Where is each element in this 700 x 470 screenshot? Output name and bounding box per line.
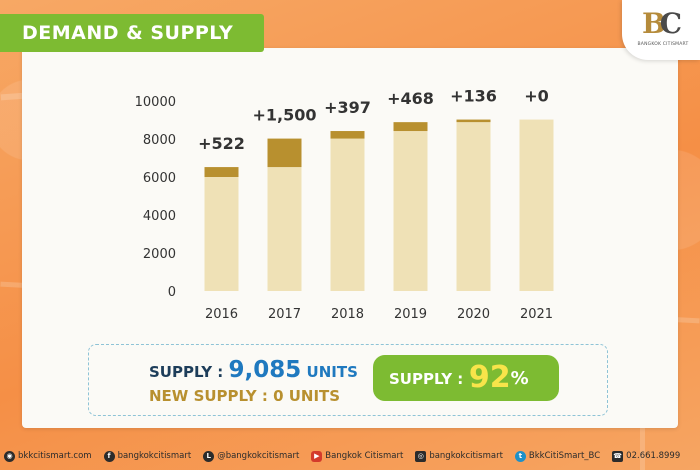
x-tick-label: 2020	[457, 307, 490, 322]
supply-label: SUPPLY :	[149, 363, 224, 381]
bar-data-label: +1,500	[252, 106, 316, 125]
bar-new-supply	[267, 138, 302, 168]
y-tick-label: 10000	[135, 95, 176, 110]
bar-existing-supply	[393, 131, 428, 291]
footer-item[interactable]: ◉ bkkcitismart.com	[4, 450, 92, 462]
supply-line: SUPPLY : 9,085 UNITS	[149, 357, 358, 383]
footer-item[interactable]: ◎ bangkokcitismart	[415, 450, 503, 462]
x-tick-label: 2017	[268, 307, 301, 322]
stacked-bar-chart: 0 2000 4000 6000 8000 10000 +522 2016 +1,500 2017…	[135, 87, 554, 322]
bar-data-label: +522	[198, 134, 245, 153]
bar-new-supply	[204, 167, 239, 177]
x-tick-label: 2018	[331, 307, 364, 322]
phone-icon: ☎	[612, 450, 624, 462]
line-icon: L	[203, 450, 215, 462]
footer-item-text: @bangkokcitismart	[217, 451, 300, 461]
globe-icon: ◉	[4, 450, 15, 462]
footer-contacts: ◉ bkkcitismart.com f bangkokcitismart L @bang…	[0, 442, 700, 470]
y-tick-label: 4000	[143, 209, 176, 224]
page-title: DEMAND & SUPPLY	[0, 14, 264, 52]
bar-new-supply	[393, 122, 428, 132]
bar-data-label: +397	[324, 98, 371, 117]
logo: BC BANGKOK CITISMART	[622, 0, 700, 60]
supply-percent-value: 92	[468, 360, 511, 395]
footer-item-text: bangkokcitismart	[117, 451, 192, 461]
supply-units: UNITS	[306, 363, 358, 381]
footer-item-text: Bangkok Citismart	[325, 451, 404, 461]
bar-data-label: +136	[450, 87, 497, 106]
percent-sign: %	[510, 368, 529, 389]
summary-box: SUPPLY : 9,085 UNITS NEW SUPPLY : 0 UNIT…	[88, 344, 608, 416]
x-tick-label: 2019	[394, 307, 427, 322]
supply-value: 9,085	[228, 357, 302, 383]
footer-item[interactable]: t BkkCitiSmart_BC	[514, 450, 601, 462]
y-tick-label: 8000	[143, 133, 176, 148]
bar-data-label: +468	[387, 89, 434, 108]
bar-existing-supply	[330, 138, 365, 291]
footer-item[interactable]: ▶ Bangkok Citismart	[311, 450, 404, 462]
supply-percent-label: SUPPLY :	[389, 370, 464, 388]
bar-new-supply	[330, 131, 365, 139]
logo-text: BANGKOK CITISMART	[637, 42, 689, 47]
footer-item[interactable]: L @bangkokcitismart	[203, 450, 300, 462]
bar-existing-supply	[519, 119, 554, 291]
y-tick-label: 2000	[143, 247, 176, 262]
bar-new-supply	[456, 119, 491, 123]
footer-item-text: BkkCitiSmart_BC	[528, 451, 601, 461]
footer-item[interactable]: f bangkokcitismart	[103, 450, 192, 462]
x-tick-label: 2016	[205, 307, 238, 322]
bar-existing-supply	[204, 177, 239, 291]
bar-existing-supply	[267, 167, 302, 291]
supply-percent-badge: SUPPLY : 92%	[373, 355, 559, 401]
bar-existing-supply	[456, 122, 491, 291]
youtube-icon: ▶	[311, 450, 323, 462]
x-tick-label: 2021	[520, 307, 553, 322]
y-tick-label: 6000	[143, 171, 176, 186]
instagram-icon: ◎	[415, 450, 427, 462]
logo-mark: BC	[642, 7, 682, 40]
footer-item-text: 02.661.8999	[626, 451, 681, 461]
footer-item-text: bkkcitismart.com	[18, 451, 92, 461]
footer-item-text: bangkokcitismart	[429, 451, 503, 461]
twitter-icon: t	[514, 450, 526, 462]
facebook-icon: f	[103, 450, 115, 462]
y-tick-label: 0	[168, 285, 176, 300]
new-supply-line: NEW SUPPLY : 0 UNITS	[149, 387, 341, 405]
bar-data-label: +0	[524, 87, 549, 106]
footer-item[interactable]: ☎ 02.661.8999	[612, 450, 681, 462]
